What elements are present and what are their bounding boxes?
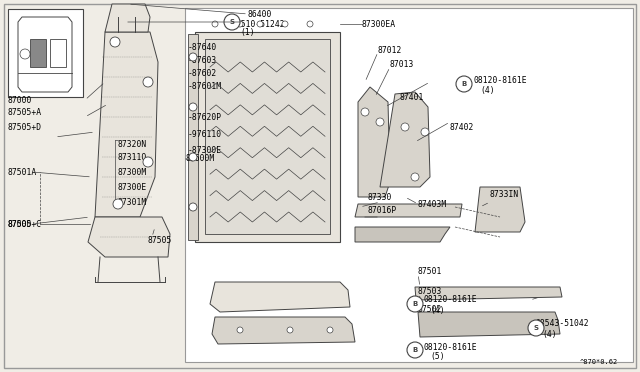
Text: 87402: 87402: [450, 122, 474, 131]
Polygon shape: [355, 204, 462, 217]
Polygon shape: [475, 187, 525, 232]
Text: 87501A: 87501A: [8, 167, 37, 176]
Text: (4): (4): [480, 86, 495, 94]
Circle shape: [257, 21, 263, 27]
Text: 87505+A: 87505+A: [8, 108, 42, 116]
FancyBboxPatch shape: [30, 39, 46, 67]
Polygon shape: [210, 282, 350, 312]
Text: 87300E: 87300E: [118, 183, 147, 192]
Polygon shape: [88, 217, 170, 257]
FancyBboxPatch shape: [8, 9, 83, 97]
Circle shape: [212, 21, 218, 27]
FancyBboxPatch shape: [188, 34, 198, 240]
Text: 87301M: 87301M: [118, 198, 147, 206]
Polygon shape: [415, 287, 562, 300]
Circle shape: [110, 37, 120, 47]
Circle shape: [407, 296, 423, 312]
Polygon shape: [358, 87, 390, 197]
Circle shape: [143, 157, 153, 167]
Text: 87505+C: 87505+C: [8, 219, 42, 228]
Circle shape: [287, 327, 293, 333]
Circle shape: [189, 53, 197, 61]
Text: S: S: [534, 325, 538, 331]
Text: 87330: 87330: [368, 192, 392, 202]
Text: (5): (5): [430, 353, 445, 362]
Polygon shape: [355, 227, 450, 242]
Circle shape: [143, 77, 153, 87]
Circle shape: [421, 128, 429, 136]
Text: B: B: [412, 301, 418, 307]
Text: 08120-8161E: 08120-8161E: [424, 343, 477, 352]
Text: 08510-51242: 08510-51242: [232, 19, 285, 29]
Text: 87311O: 87311O: [118, 153, 147, 161]
Text: 87000: 87000: [8, 96, 33, 105]
Polygon shape: [380, 92, 430, 187]
Text: 08120-8161E: 08120-8161E: [424, 295, 477, 305]
Circle shape: [376, 118, 384, 126]
Circle shape: [237, 21, 243, 27]
Text: 87401: 87401: [400, 93, 424, 102]
Text: ^870*0.62: ^870*0.62: [580, 359, 618, 365]
Text: 86400: 86400: [248, 10, 273, 19]
Text: B: B: [461, 81, 467, 87]
Text: 87016P: 87016P: [368, 205, 397, 215]
Text: -976110: -976110: [188, 129, 222, 138]
Circle shape: [528, 320, 544, 336]
Polygon shape: [418, 312, 560, 337]
Circle shape: [282, 21, 288, 27]
Text: 87505: 87505: [148, 235, 172, 244]
Circle shape: [407, 342, 423, 358]
Text: 87320N: 87320N: [118, 140, 147, 148]
FancyBboxPatch shape: [205, 39, 330, 234]
Text: (4): (4): [430, 305, 445, 314]
Text: 87000: 87000: [8, 219, 33, 228]
Text: 87503: 87503: [418, 288, 442, 296]
Text: 87300EA: 87300EA: [362, 19, 396, 29]
Text: 87600M: 87600M: [185, 154, 214, 163]
Circle shape: [307, 21, 313, 27]
FancyBboxPatch shape: [185, 8, 633, 362]
Text: 87012: 87012: [378, 45, 403, 55]
Circle shape: [361, 108, 369, 116]
FancyBboxPatch shape: [50, 39, 66, 67]
Text: -87300E: -87300E: [188, 145, 222, 154]
Circle shape: [189, 203, 197, 211]
Text: 87501: 87501: [418, 267, 442, 276]
Text: 08543-51042: 08543-51042: [536, 320, 589, 328]
Polygon shape: [105, 4, 150, 32]
Circle shape: [411, 173, 419, 181]
Circle shape: [113, 199, 123, 209]
Text: S: S: [230, 19, 234, 25]
Circle shape: [401, 123, 409, 131]
Text: 87505+D: 87505+D: [8, 122, 42, 131]
Text: 08120-8161E: 08120-8161E: [474, 76, 527, 84]
Text: 87013: 87013: [390, 60, 414, 68]
Circle shape: [327, 327, 333, 333]
Text: -87601M: -87601M: [188, 81, 222, 90]
FancyBboxPatch shape: [4, 4, 636, 368]
Text: 87502: 87502: [418, 305, 442, 314]
Circle shape: [224, 14, 240, 30]
Text: 87300M: 87300M: [118, 167, 147, 176]
Text: -87620P: -87620P: [188, 112, 222, 122]
Circle shape: [456, 76, 472, 92]
FancyBboxPatch shape: [195, 32, 340, 242]
Polygon shape: [212, 317, 355, 344]
Circle shape: [189, 153, 197, 161]
Circle shape: [189, 103, 197, 111]
Text: -87640: -87640: [188, 42, 217, 51]
Text: 87403M: 87403M: [418, 199, 447, 208]
Circle shape: [237, 327, 243, 333]
Text: -87602: -87602: [188, 68, 217, 77]
Text: (1): (1): [240, 28, 255, 36]
Polygon shape: [95, 32, 158, 217]
Text: B: B: [412, 347, 418, 353]
Text: 8733IN: 8733IN: [490, 189, 519, 199]
Text: -87603: -87603: [188, 55, 217, 64]
Text: (4): (4): [542, 330, 557, 339]
